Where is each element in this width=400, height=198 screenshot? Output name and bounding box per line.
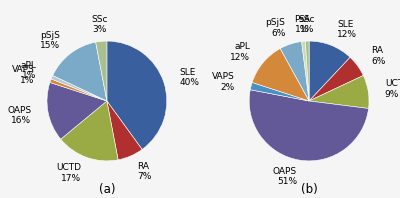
- Text: SSc
3%: SSc 3%: [92, 15, 108, 34]
- Text: SLE
40%: SLE 40%: [180, 68, 200, 87]
- Wedge shape: [305, 41, 309, 101]
- Wedge shape: [51, 75, 107, 101]
- Text: VAPS
1%: VAPS 1%: [12, 65, 35, 85]
- Text: SSc
1%: SSc 1%: [298, 15, 315, 34]
- Wedge shape: [96, 41, 107, 101]
- Wedge shape: [61, 101, 118, 161]
- Wedge shape: [50, 79, 107, 101]
- Text: RA
7%: RA 7%: [137, 162, 152, 181]
- Text: aPL
1%: aPL 1%: [21, 61, 36, 80]
- Wedge shape: [309, 57, 363, 101]
- Text: SLE
12%: SLE 12%: [337, 20, 357, 39]
- Text: pSjS
15%: pSjS 15%: [40, 31, 60, 50]
- Wedge shape: [107, 101, 142, 160]
- Text: (b): (b): [301, 183, 318, 196]
- Wedge shape: [47, 82, 107, 139]
- Wedge shape: [107, 41, 167, 149]
- Wedge shape: [302, 41, 309, 101]
- Text: RA
6%: RA 6%: [371, 46, 386, 66]
- Text: PsA
1%: PsA 1%: [294, 15, 310, 34]
- Wedge shape: [249, 90, 368, 161]
- Text: VAPS
2%: VAPS 2%: [212, 72, 235, 92]
- Text: UCTD
9%: UCTD 9%: [385, 79, 400, 99]
- Wedge shape: [309, 75, 369, 109]
- Wedge shape: [280, 42, 309, 101]
- Text: UCTD
17%: UCTD 17%: [56, 163, 81, 183]
- Wedge shape: [53, 42, 107, 101]
- Wedge shape: [252, 49, 309, 101]
- Wedge shape: [309, 41, 350, 101]
- Text: (a): (a): [99, 183, 115, 196]
- Text: OAPS
16%: OAPS 16%: [8, 106, 32, 125]
- Text: aPL
12%: aPL 12%: [230, 42, 250, 62]
- Text: OAPS
51%: OAPS 51%: [273, 167, 297, 187]
- Text: pSjS
6%: pSjS 6%: [266, 18, 286, 38]
- Wedge shape: [250, 82, 309, 101]
